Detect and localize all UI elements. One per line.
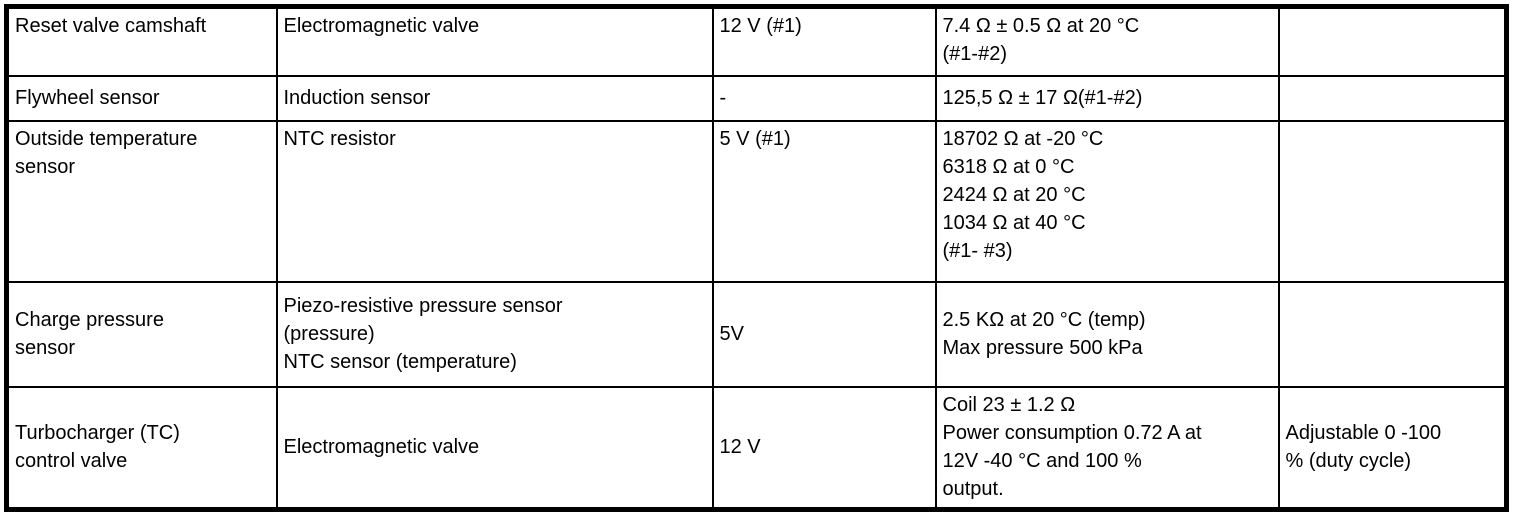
cell-component-name: Turbocharger (TC) control valve — [5, 385, 278, 511]
cell-component-name: Reset valve camshaft — [5, 5, 278, 77]
cell-notes — [1277, 280, 1508, 388]
cell-sensor-type: Electromagnetic valve — [275, 5, 714, 77]
cell-notes — [1277, 74, 1508, 122]
cell-sensor-type: NTC resistor — [275, 119, 714, 283]
cell-notes — [1277, 119, 1508, 283]
component-spec-table: Reset valve camshaft Electromagnetic val… — [4, 4, 1509, 512]
cell-supply-voltage: 12 V — [711, 385, 937, 511]
cell-supply-voltage: 12 V (#1) — [711, 5, 937, 77]
cell-component-name: Charge pressure sensor — [5, 280, 278, 388]
cell-specification: Coil 23 ± 1.2 Ω Power consumption 0.72 A… — [934, 385, 1280, 511]
cell-notes — [1277, 5, 1508, 77]
cell-specification: 2.5 KΩ at 20 °C (temp) Max pressure 500 … — [934, 280, 1280, 388]
table-row: Reset valve camshaft Electromagnetic val… — [5, 5, 1508, 77]
cell-sensor-type: Induction sensor — [275, 74, 714, 122]
cell-specification: 125,5 Ω ± 17 Ω(#1-#2) — [934, 74, 1280, 122]
table-row: Outside temperature sensor NTC resistor … — [5, 119, 1508, 283]
cell-supply-voltage: - — [711, 74, 937, 122]
cell-sensor-type: Electromagnetic valve — [275, 385, 714, 511]
cell-supply-voltage: 5 V (#1) — [711, 119, 937, 283]
cell-sensor-type: Piezo-resistive pressure sensor (pressur… — [275, 280, 714, 388]
cell-specification: 18702 Ω at -20 °C 6318 Ω at 0 °C 2424 Ω … — [934, 119, 1280, 283]
cell-component-name: Flywheel sensor — [5, 74, 278, 122]
cell-component-name: Outside temperature sensor — [5, 119, 278, 283]
cell-notes: Adjustable 0 -100 % (duty cycle) — [1277, 385, 1508, 511]
table-row: Turbocharger (TC) control valve Electrom… — [5, 385, 1508, 511]
table-row: Charge pressure sensor Piezo-resistive p… — [5, 280, 1508, 388]
table-row: Flywheel sensor Induction sensor - 125,5… — [5, 74, 1508, 122]
cell-specification: 7.4 Ω ± 0.5 Ω at 20 °C (#1-#2) — [934, 5, 1280, 77]
cell-supply-voltage: 5V — [711, 280, 937, 388]
